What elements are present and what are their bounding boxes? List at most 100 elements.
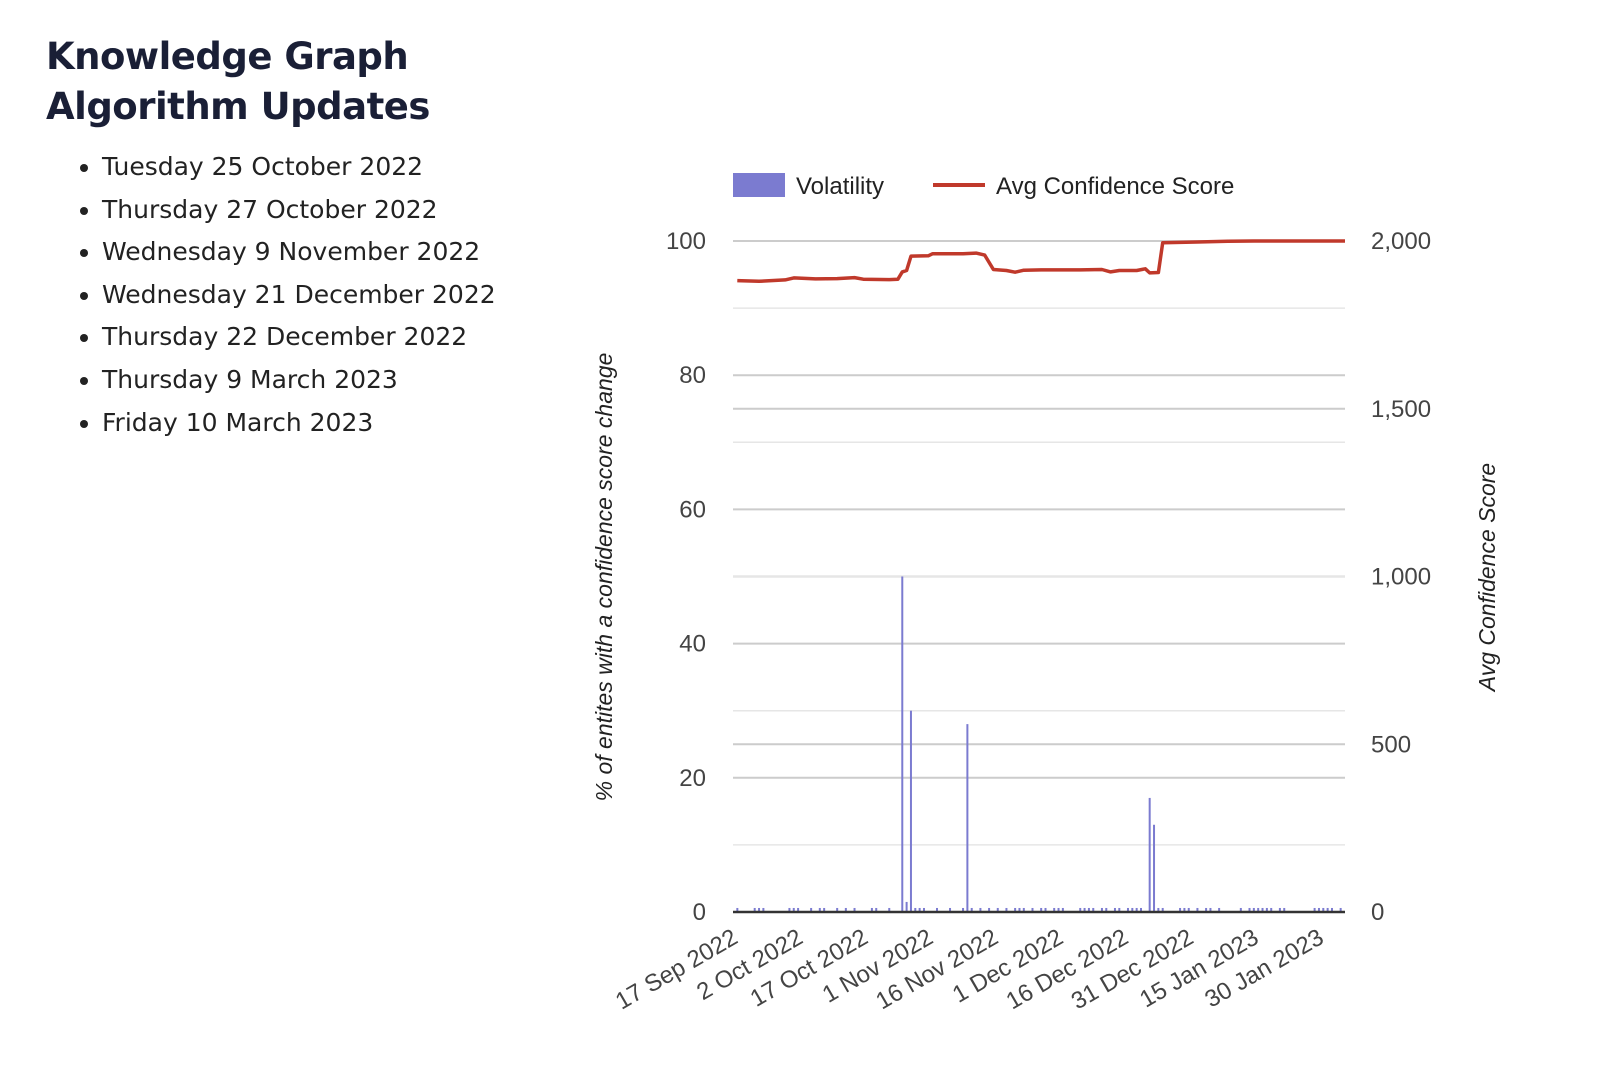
list-item: Tuesday 25 October 2022 (102, 146, 496, 189)
volatility-bar (914, 907, 917, 912)
list-item: Wednesday 21 December 2022 (102, 274, 496, 317)
volatility-bar (1265, 907, 1268, 912)
volatility-bar (844, 907, 847, 912)
volatility-bar (1317, 907, 1320, 912)
volatility-bar (962, 907, 965, 912)
update-dates-list: Tuesday 25 October 2022 Thursday 27 Octo… (78, 146, 496, 444)
y-axis-label: % of entites with a confidence score cha… (591, 353, 617, 802)
volatility-bar (1053, 907, 1056, 912)
y-tick-label: 40 (679, 631, 706, 658)
volatility-bar (1157, 907, 1160, 912)
volatility-bar (1040, 907, 1043, 912)
y2-tick-label: 0 (1371, 899, 1384, 926)
volatility-bar (1092, 907, 1095, 912)
volatility-bar (1083, 907, 1086, 912)
volatility-bar (1261, 907, 1264, 912)
volatility-bar (1330, 907, 1333, 912)
list-item: Friday 10 March 2023 (102, 402, 496, 445)
list-item: Thursday 22 December 2022 (102, 316, 496, 359)
volatility-bar (792, 907, 795, 912)
volatility-bar (888, 907, 891, 912)
volatility-bar (905, 901, 908, 912)
volatility-bar (1179, 907, 1182, 912)
y-tick-label: 0 (693, 899, 706, 926)
y-tick-label: 20 (679, 765, 706, 792)
volatility-bar (1022, 907, 1025, 912)
volatility-bar (1140, 907, 1142, 912)
volatility-bar (979, 907, 982, 912)
page-title: Knowledge Graph Algorithm Updates (46, 35, 430, 128)
volatility-bar (1218, 907, 1221, 912)
volatility-bar (1126, 907, 1129, 912)
volatility-bar (970, 907, 973, 912)
volatility-bar (836, 907, 839, 912)
volatility-bar (875, 907, 878, 912)
volatility-bar (810, 907, 813, 912)
y2-tick-label: 500 (1371, 731, 1411, 758)
volatility-bar (762, 907, 765, 912)
legend-swatch-volatility (733, 173, 785, 197)
volatility-bar (1148, 797, 1151, 912)
volatility-bar (1187, 907, 1190, 912)
volatility-bar (1248, 907, 1251, 912)
y2-tick-label: 1,000 (1371, 564, 1431, 591)
volatility-bar (1283, 907, 1286, 912)
volatility-bar (936, 907, 938, 912)
volatility-bar (823, 907, 826, 912)
list-item: Thursday 9 March 2023 (102, 359, 496, 402)
avg-confidence-line (737, 239, 1345, 284)
y-tick-label: 100 (666, 228, 706, 255)
list-item: Thursday 27 October 2022 (102, 189, 496, 232)
y-tick-label: 60 (679, 496, 706, 523)
volatility-bar (1322, 907, 1325, 912)
volatility-bar (1014, 907, 1017, 912)
volatility-bar (1061, 907, 1064, 912)
volatility-bar (966, 724, 969, 912)
volatility-bar (788, 907, 791, 912)
list-item: Wednesday 9 November 2022 (102, 231, 496, 274)
y2-tick-label: 2,000 (1371, 228, 1431, 255)
volatility-bar (753, 907, 756, 912)
volatility-bar (853, 907, 856, 912)
volatility-bar (1105, 907, 1108, 912)
volatility-bar (1183, 907, 1186, 912)
volatility-bar (1087, 907, 1090, 912)
volatility-bar (818, 907, 821, 912)
volatility-bar (797, 907, 800, 912)
volatility-bar (1313, 907, 1316, 912)
y-tick-label: 80 (679, 362, 706, 389)
volatility-bar (1161, 907, 1164, 912)
volatility-bar (1326, 907, 1329, 912)
legend-label-volatility: Volatility (796, 173, 884, 200)
volatility-bar (1270, 907, 1273, 912)
volatility-bar (918, 907, 921, 912)
volatility-bar (1278, 907, 1281, 912)
volatility-bar (922, 907, 925, 912)
volatility-bar (1209, 907, 1212, 912)
volatility-bar (1005, 907, 1008, 912)
legend-label-avg-confidence: Avg Confidence Score (996, 173, 1234, 200)
y2-axis-label: Avg Confidence Score (1474, 463, 1500, 693)
volatility-bar (1205, 907, 1208, 912)
volatility-bar (1079, 907, 1082, 912)
volatility-bar (1131, 907, 1134, 912)
volatility-bar (901, 576, 904, 912)
volatility-bar (758, 907, 761, 912)
volatility-bar (949, 907, 952, 912)
volatility-bar (1113, 907, 1116, 912)
volatility-bar (988, 907, 991, 912)
volatility-bar (996, 907, 999, 912)
volatility-bar (1339, 907, 1342, 912)
volatility-bar (870, 907, 873, 912)
volatility-bar (1118, 907, 1121, 912)
legend: Volatility Avg Confidence Score (733, 173, 1234, 200)
volatility-bar (1100, 907, 1103, 912)
volatility-bar (736, 907, 739, 912)
volatility-bar (909, 710, 912, 912)
volatility-bar (1196, 907, 1199, 912)
volatility-bar (1239, 907, 1242, 912)
y2-tick-label: 1,500 (1371, 396, 1431, 423)
volatility-bar (1257, 907, 1260, 912)
volatility-bar (1153, 824, 1156, 912)
